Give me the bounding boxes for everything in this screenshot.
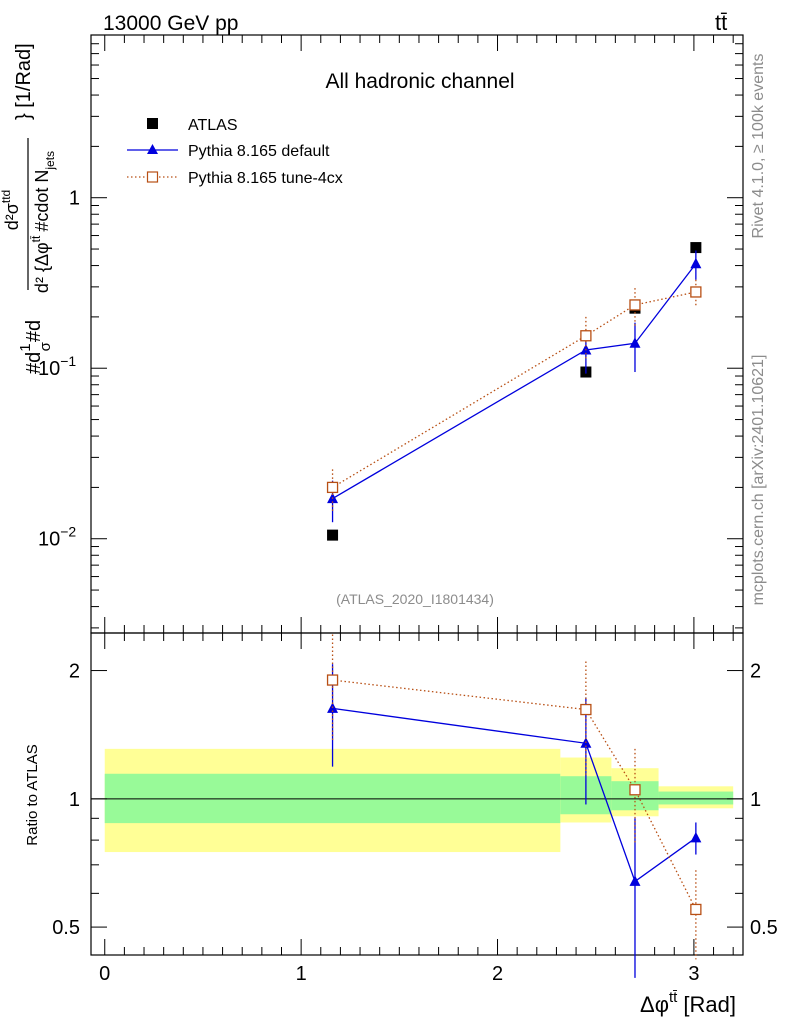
ylabel-den-sub: jets [43,151,57,171]
y-axis-label: #d1 σ#d [17,320,54,374]
ylabel-part-a: #d [23,352,45,374]
ratio-point-tune-1 [580,703,592,716]
ratio-ytick-label-left-0: 0.5 [52,917,80,939]
main-ytick-label-2: 1 [69,188,80,210]
energy-label: 13000 GeV pp [103,12,238,35]
x-tick-label-0: 0 [99,963,110,985]
rivet-label: Rivet 4.1.0, ≥ 100k events [750,54,767,239]
ratio-frame [90,632,744,956]
ratio-point-default-2 [629,875,641,886]
ylabel-num: d²σ [2,203,22,230]
ylabel-den-sup: tt̄ [29,235,43,242]
main-line-1 [332,263,697,500]
main-point-atlas-3 [690,242,702,254]
main-point-tune-1 [580,330,592,342]
xlabel-base: Δφ [640,992,669,1017]
ylabel-part-b: 1 [17,343,34,351]
mcplots-label: mcplots.cern.ch [arXiv:2401.10621] [750,355,767,606]
chart-title: All hadronic channel [325,70,514,93]
legend-marker-default [147,144,158,154]
band-inner-3 [658,791,734,805]
main-series [326,242,702,541]
ratio-ytick-label-right-1: 1 [750,789,761,811]
x-tick-label-3: 3 [688,963,699,985]
ratio-ytick-label-right-2: 2 [750,661,761,683]
main-point-tune-3 [690,286,702,298]
legend-label-tune: Pythia 8.165 tune-4cx [188,170,343,187]
main-point-default-2 [629,337,641,348]
main-ytick-label-1: 10−1 [38,353,76,380]
x-axis-label: Δφtt̄ [Rad] [640,989,736,1017]
ylabel-num-sup: ttd [0,190,13,203]
uncertainty-bands [104,748,734,853]
legend-label-default: Pythia 8.165 default [188,143,330,160]
xlabel-sup: tt̄ [669,989,678,1006]
ratio-y-axis-label: Ratio to ATLAS [24,744,41,845]
ratio-series [326,634,702,978]
main-point-default-3 [690,257,702,269]
legend-marker-tune [146,171,159,183]
ylabel-den: d² {Δφ [32,242,52,293]
ylabel-tail: } [1/Rad] [13,43,35,120]
ratio-ytick-label-left-2: 2 [69,661,80,683]
ylabel-part-d: #d [23,320,45,342]
xlabel-unit: [Rad] [677,992,736,1017]
ratio-point-tune-2 [629,784,641,796]
ratio-point-default-3 [690,831,702,843]
ratio-line-0 [332,707,697,883]
ratio-point-tune-3 [690,903,702,916]
x-tick-label-1: 1 [296,963,307,985]
ylabel-den-rest: #cdot N [32,170,52,232]
legend-label-atlas: ATLAS [188,117,238,134]
process-label: tt̄ [715,10,727,35]
x-tick-label-2: 2 [492,963,503,985]
main-point-atlas-0 [327,529,339,541]
main-point-tune-2 [629,299,641,311]
ylabel-numerator: d²σttd [0,190,22,230]
ylabel-part-c: σ [37,341,54,351]
ratio-point-tune-0 [326,674,339,686]
main-point-tune-0 [326,481,339,494]
ratio-ytick-label-left-1: 1 [69,789,80,811]
legend-marker-atlas [147,118,158,129]
main-ytick-label-0: 10−2 [38,524,76,551]
ratio-axes: 0.5 0.5 1 1 2 2 0 1 2 3 [52,632,778,985]
main-axes: 10−2 10−1 1 [38,34,744,634]
ratio-line-1 [332,679,697,910]
legend: ATLAS Pythia 8.165 default Pythia 8.165 … [127,117,343,187]
ylabel-denominator: d² {Δφtt̄ #cdot Njets [29,151,57,293]
main-line-2 [332,291,697,488]
ratio-ytick-label-right-0: 0.5 [750,917,778,939]
analysis-label: (ATLAS_2020_I1801434) [336,591,494,607]
